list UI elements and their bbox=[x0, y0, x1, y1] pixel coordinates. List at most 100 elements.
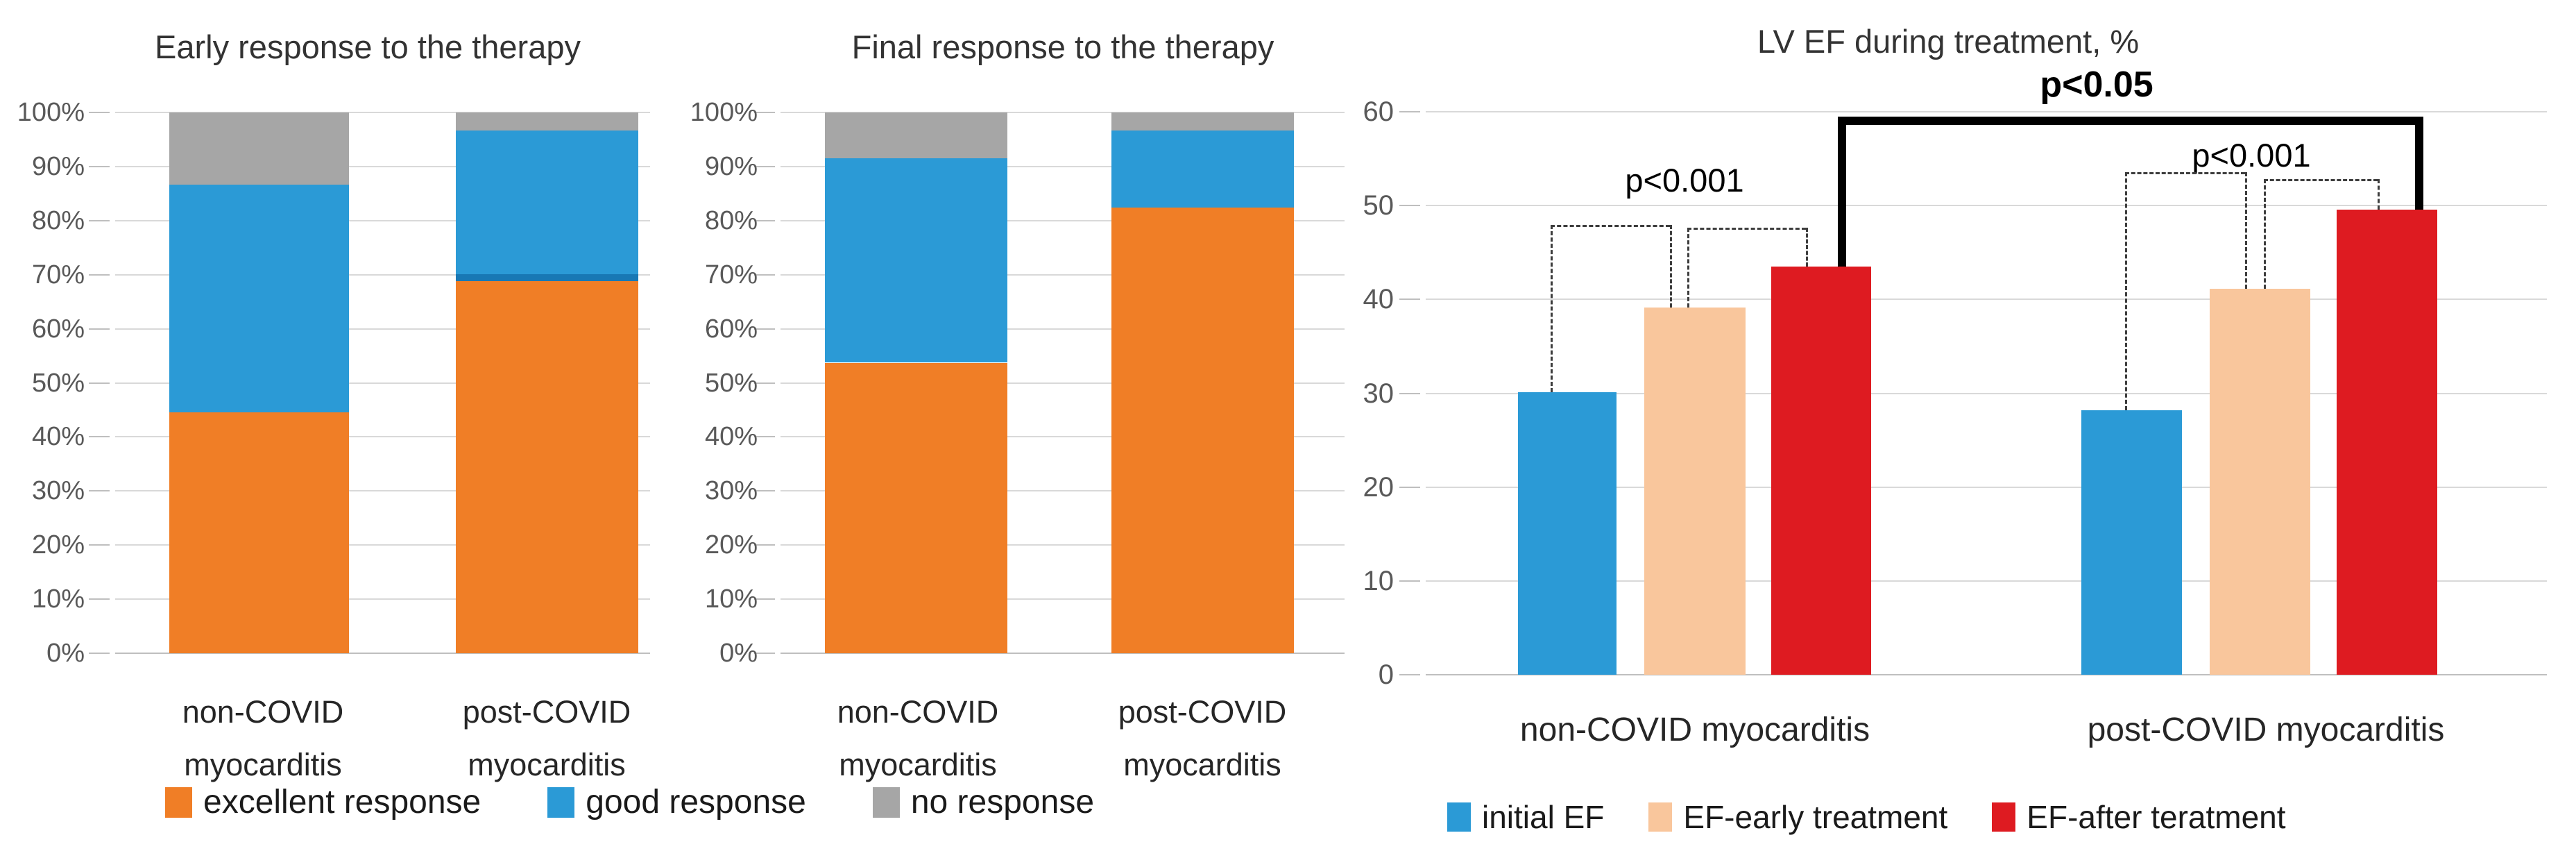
bar-segment-no-response bbox=[456, 112, 638, 131]
axis-tick bbox=[1399, 298, 1420, 300]
axis-tick bbox=[89, 544, 110, 546]
y-tick-label: 10% bbox=[704, 584, 758, 614]
significance-bracket-line bbox=[2125, 172, 2127, 410]
significance-bracket-line bbox=[2264, 179, 2378, 181]
legend-item-no-response: no response bbox=[872, 783, 1095, 821]
gridline bbox=[115, 328, 650, 330]
y-tick-label: 20% bbox=[704, 530, 758, 560]
significance-bracket-line bbox=[1806, 228, 1808, 267]
legend-label: EF-early treatment bbox=[1683, 799, 1948, 835]
axis-tick bbox=[89, 490, 110, 491]
gridline bbox=[115, 274, 650, 276]
axis-tick bbox=[754, 653, 775, 654]
bar-segment-no-response bbox=[825, 112, 1007, 158]
axis-tick bbox=[754, 328, 775, 330]
axis-tick bbox=[754, 112, 775, 113]
category-label-nonCOVID-lvef: non-COVID myocarditis bbox=[1519, 712, 1870, 748]
gridline bbox=[115, 436, 650, 437]
gridline bbox=[1426, 298, 2547, 300]
y-tick-label: 20 bbox=[1363, 472, 1394, 503]
axis-tick bbox=[89, 166, 110, 167]
bar-segment-no-response bbox=[169, 112, 349, 185]
bar-segment-excellent-response bbox=[1111, 207, 1294, 653]
pvalue-nonCOVID-annotation: p<0.001 bbox=[1625, 162, 1744, 199]
gridline bbox=[115, 544, 650, 546]
legend-item-good: good response bbox=[547, 783, 806, 821]
gridline bbox=[781, 328, 1345, 330]
axis-tick bbox=[89, 436, 110, 437]
ef-early-swatch bbox=[1648, 802, 1673, 832]
y-tick-label: 30 bbox=[1363, 378, 1394, 409]
early-response-title: Early response to the therapy bbox=[155, 28, 581, 65]
y-tick-label: 50% bbox=[31, 369, 85, 398]
significance-bracket-line bbox=[2378, 179, 2380, 210]
y-tick-label: 70% bbox=[704, 260, 758, 289]
axis-tick bbox=[89, 653, 110, 654]
gridline bbox=[115, 382, 650, 384]
significance-bracket-line bbox=[2264, 179, 2266, 289]
axis-tick bbox=[754, 436, 775, 437]
bar-segment-good-response bbox=[825, 158, 1007, 362]
bar-segment-good-response bbox=[456, 131, 638, 281]
bar-segment-excellent-response bbox=[456, 280, 638, 653]
gridline bbox=[781, 598, 1345, 600]
gridline bbox=[1426, 393, 2547, 394]
bar-ef-after-teratment bbox=[1771, 267, 1871, 675]
pvalue-postCOVID-annotation: p<0.001 bbox=[2192, 137, 2311, 174]
bar-segment-excellent-response bbox=[169, 412, 349, 653]
gridline bbox=[115, 598, 650, 600]
y-tick-label: 100% bbox=[17, 98, 85, 127]
response-legend: excellent response good response no resp… bbox=[165, 783, 1094, 821]
y-tick-label: 50 bbox=[1363, 190, 1394, 221]
good-response-swatch bbox=[547, 786, 575, 818]
gridline bbox=[781, 382, 1345, 384]
y-tick-label: 100% bbox=[690, 98, 758, 127]
axis-tick bbox=[754, 382, 775, 384]
axis-tick bbox=[754, 220, 775, 221]
gridline bbox=[781, 436, 1345, 437]
initial-ef-swatch bbox=[1447, 802, 1471, 832]
gridline bbox=[1426, 487, 2547, 488]
axis-tick bbox=[89, 598, 110, 600]
y-tick-label: 10 bbox=[1363, 566, 1394, 596]
significance-bracket-line bbox=[2125, 172, 2245, 174]
significance-bracket-line bbox=[1687, 228, 1806, 230]
bar-initial-ef bbox=[1518, 392, 1617, 675]
y-tick-label: 40% bbox=[704, 422, 758, 451]
axis-tick bbox=[1399, 111, 1420, 112]
y-tick-label: 90% bbox=[704, 152, 758, 181]
gridline bbox=[781, 274, 1345, 276]
category-label-nonCOVID-early: non-COVID myocarditis bbox=[182, 694, 344, 782]
bar-initial-ef bbox=[2081, 410, 2182, 675]
gridline bbox=[1426, 674, 2547, 675]
bar-segment-good-response bbox=[1111, 131, 1294, 208]
axis-tick bbox=[754, 544, 775, 546]
axis-tick bbox=[89, 112, 110, 113]
y-tick-label: 60% bbox=[704, 314, 758, 344]
no-response-swatch bbox=[872, 786, 900, 818]
legend-item-ef-after: EF-after teratment bbox=[1992, 798, 2286, 836]
y-tick-label: 60 bbox=[1363, 96, 1394, 127]
axis-tick bbox=[1399, 674, 1420, 675]
y-tick-label: 80% bbox=[31, 206, 85, 235]
category-label-postCOVID-lvef: post-COVID myocarditis bbox=[2087, 712, 2445, 748]
legend-label: no response bbox=[910, 784, 1095, 821]
gridline bbox=[1426, 580, 2547, 582]
axis-tick bbox=[754, 166, 775, 167]
bar-segment-no-response bbox=[1111, 112, 1294, 131]
category-label-postCOVID-early: post-COVID myocarditis bbox=[462, 694, 631, 782]
y-tick-label: 90% bbox=[31, 152, 85, 181]
bar-segment-excellent-response bbox=[825, 363, 1007, 653]
gridline bbox=[781, 166, 1345, 167]
legend-label: excellent response bbox=[203, 784, 481, 821]
ef-after-swatch bbox=[1992, 802, 2016, 832]
bar-segment-good-response bbox=[169, 185, 349, 412]
legend-item-excellent: excellent response bbox=[165, 783, 481, 821]
axis-tick bbox=[754, 598, 775, 600]
gridline bbox=[115, 220, 650, 221]
pvalue-between-groups-annotation: p<0.05 bbox=[2040, 65, 2153, 105]
gridline bbox=[115, 166, 650, 167]
y-tick-label: 30% bbox=[704, 476, 758, 505]
gridline bbox=[781, 490, 1345, 491]
